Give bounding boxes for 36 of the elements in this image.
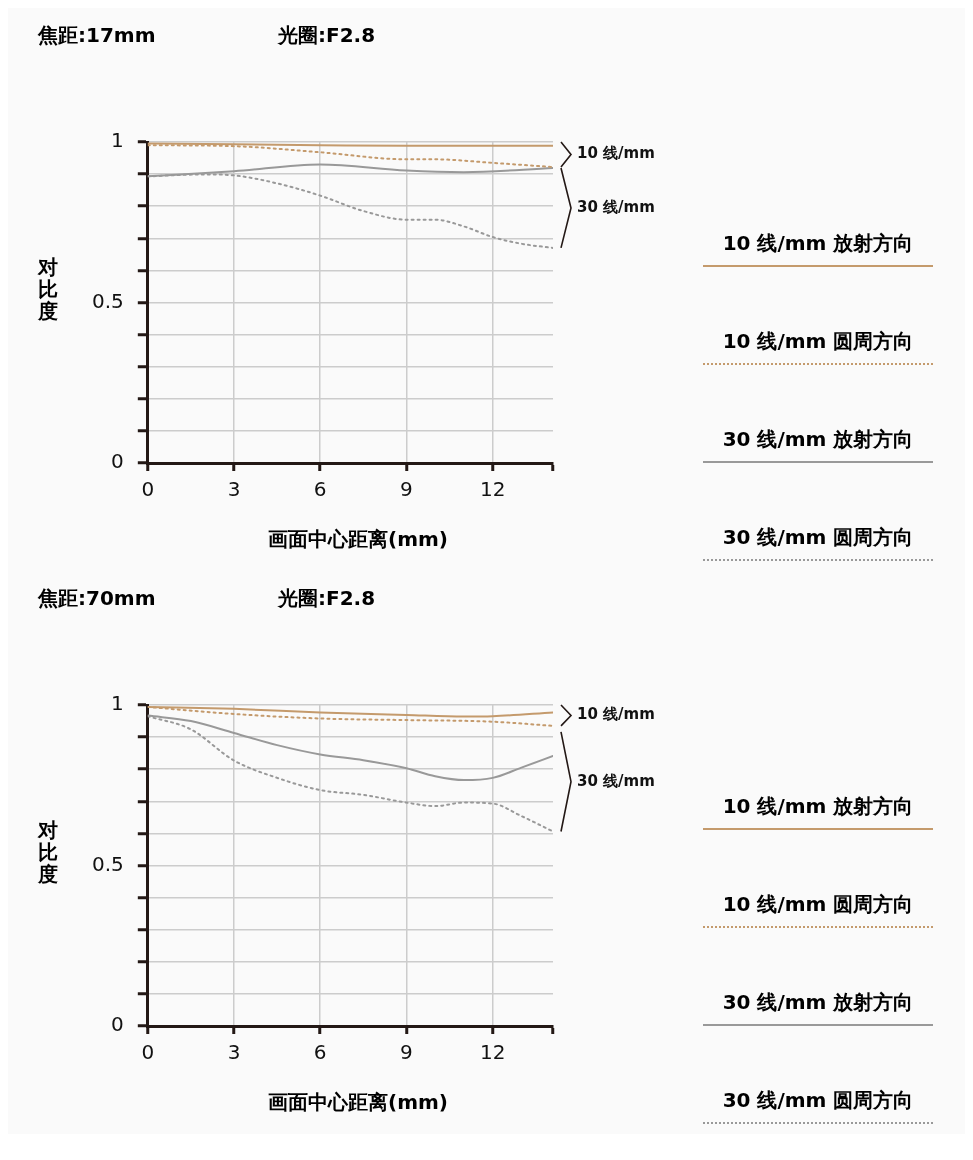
x-tick-label: 6	[313, 1040, 327, 1065]
y-axis-title: 对比度	[38, 255, 59, 323]
text: 10 线/mm	[577, 144, 655, 163]
y-axis-title: 对比度	[38, 818, 59, 886]
text: 10 线/mm 放射方向	[721, 230, 915, 257]
y-tick-label: 0	[111, 1012, 124, 1037]
x-tick-label: 6	[313, 477, 327, 502]
text: 30 线/mm 圆周方向	[721, 524, 915, 551]
text: 30 线/mm 放射方向	[721, 426, 915, 453]
x-tick-label: 12	[479, 477, 506, 502]
y-tick-label: 0.5	[91, 288, 124, 313]
y-tick-label: 0	[111, 449, 124, 474]
text: 10 线/mm	[577, 705, 655, 724]
y-tick-label: 1	[111, 691, 124, 716]
text: 10 线/mm 放射方向	[721, 793, 915, 820]
chart-subtitle: 光圈:F2.8	[278, 22, 376, 49]
x-tick-label: 3	[227, 477, 241, 502]
chart-title: 焦距:70mm	[38, 585, 156, 612]
x-tick-label: 12	[479, 1040, 506, 1065]
x-axis-title: 画面中心距离(mm)	[267, 526, 449, 553]
x-tick-label: 0	[141, 1040, 155, 1065]
text: 10 线/mm 圆周方向	[721, 328, 915, 355]
y-tick-label: 1	[111, 128, 124, 153]
text: 10 线/mm 圆周方向	[721, 891, 915, 918]
text: 30 线/mm	[577, 197, 655, 216]
y-tick-label: 0.5	[91, 851, 124, 876]
x-tick-label: 0	[141, 477, 155, 502]
chart-title: 焦距:17mm	[38, 22, 156, 49]
x-axis-title: 画面中心距离(mm)	[267, 1089, 449, 1116]
text: 30 线/mm 放射方向	[721, 989, 915, 1016]
x-tick-label: 9	[400, 477, 413, 502]
chart-subtitle: 光圈:F2.8	[278, 585, 376, 612]
x-tick-label: 3	[227, 1040, 241, 1065]
x-tick-label: 9	[400, 1040, 413, 1065]
text: 30 线/mm	[577, 771, 655, 790]
text: 30 线/mm 圆周方向	[721, 1087, 915, 1114]
